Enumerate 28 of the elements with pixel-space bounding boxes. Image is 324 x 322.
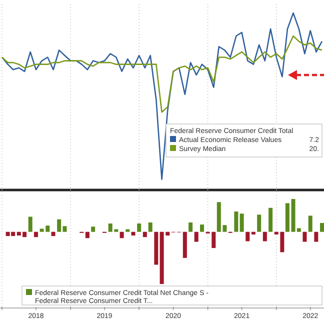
bar bbox=[120, 232, 124, 238]
bar bbox=[34, 232, 38, 238]
bar bbox=[234, 212, 238, 232]
bar bbox=[182, 232, 187, 258]
bar bbox=[131, 232, 136, 236]
bar bbox=[308, 216, 312, 232]
bar bbox=[246, 232, 250, 242]
bar bbox=[28, 216, 32, 232]
bar bbox=[200, 224, 204, 232]
bar bbox=[148, 222, 152, 232]
bar bbox=[302, 232, 307, 242]
bar bbox=[285, 203, 290, 232]
bar bbox=[137, 224, 142, 232]
bar bbox=[142, 232, 147, 238]
bar bbox=[320, 222, 324, 232]
bar bbox=[188, 222, 193, 232]
bar bbox=[194, 232, 198, 242]
bar bbox=[251, 232, 256, 234]
bar bbox=[257, 214, 262, 232]
bar bbox=[154, 232, 158, 265]
bar bbox=[85, 232, 90, 238]
bar bbox=[91, 226, 96, 232]
bar bbox=[268, 208, 273, 232]
bar bbox=[240, 214, 244, 232]
bar bbox=[126, 229, 130, 232]
bar bbox=[51, 232, 56, 236]
bar bbox=[262, 232, 267, 242]
bar bbox=[314, 232, 318, 242]
